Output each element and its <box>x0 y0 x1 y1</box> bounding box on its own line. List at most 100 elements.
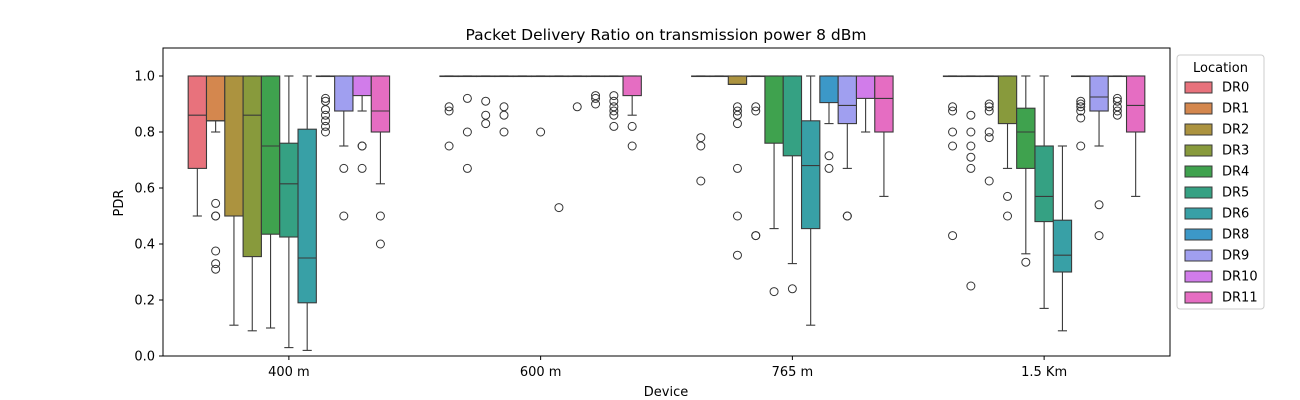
outlier-point <box>696 141 706 151</box>
outlier-point <box>320 96 330 106</box>
box-DR2-2 <box>727 75 748 260</box>
y-tick-label: 1.0 <box>134 70 155 85</box>
legend-swatch-DR4 <box>1184 165 1213 178</box>
outlier-point <box>948 102 958 112</box>
outlier-point <box>984 106 994 116</box>
outlier-point <box>320 121 330 131</box>
outlier-point <box>591 93 601 103</box>
box-body <box>997 75 1018 125</box>
legend-swatch-DR2 <box>1184 123 1213 136</box>
box-body <box>370 75 391 133</box>
box-DR0-3 <box>942 75 963 241</box>
box-DR11-1 <box>622 75 642 151</box>
box-body <box>224 75 244 217</box>
outlier-point <box>966 127 976 137</box>
y-tick-label: 0.6 <box>134 182 155 197</box>
box-body <box>1052 219 1073 273</box>
outlier-point <box>627 121 637 131</box>
outlier-point <box>444 141 454 151</box>
box-DR5-0 <box>279 75 299 349</box>
box-DR8-2 <box>819 75 839 173</box>
outlier-point <box>211 198 221 208</box>
box-DR5-3 <box>1034 75 1054 309</box>
outlier-point <box>1076 113 1086 123</box>
outlier-point <box>984 133 994 143</box>
y-tick-label: 0.8 <box>134 126 155 141</box>
box-body <box>855 75 876 99</box>
y-tick-label: 0.2 <box>134 294 155 309</box>
legend-label-DR10: DR10 <box>1222 270 1258 285</box>
box-DR8-0 <box>315 75 336 137</box>
legend-swatch-DR9 <box>1184 249 1213 262</box>
outlier-point <box>732 250 742 260</box>
box-body <box>819 75 839 104</box>
box-DR10-3 <box>1107 75 1128 120</box>
box-body <box>874 75 894 133</box>
outlier-point <box>320 116 330 126</box>
outlier-point <box>948 106 958 116</box>
outlier-point <box>609 106 619 116</box>
box-body <box>297 128 317 304</box>
box-body <box>1089 75 1109 112</box>
box-body <box>727 75 748 85</box>
legend: Location DR0 DR1 DR2 DR3 DR4 DR5 DR6 DR8 DR9 DR10 D… <box>1176 54 1265 310</box>
outlier-point <box>481 96 491 106</box>
outlier-point <box>769 287 779 297</box>
plot-area: 0.0 0.2 0.4 0.6 0.8 1.0 400 m 600 m 765 m 1.5 Km <box>134 70 1146 380</box>
outlier-point <box>462 127 472 137</box>
box-body <box>764 75 784 144</box>
box-body <box>187 75 208 169</box>
outlier-point <box>696 133 706 143</box>
y-tick-label: 0.4 <box>134 238 155 253</box>
legend-label-DR1: DR1 <box>1222 102 1249 117</box>
outlier-point <box>1112 93 1122 103</box>
outlier-point <box>751 106 761 116</box>
box-DR9-1 <box>585 75 606 109</box>
box-DR0-0 <box>187 75 208 217</box>
box-body <box>242 75 262 258</box>
outlier-point <box>320 110 330 120</box>
outlier-point <box>211 264 221 274</box>
outlier-point <box>732 119 742 129</box>
outlier-point <box>751 231 761 241</box>
box-DR4-1 <box>512 75 533 78</box>
x-tick-label: 400 m <box>268 365 310 380</box>
outlier-point <box>948 231 958 241</box>
outlier-point <box>627 141 637 151</box>
outlier-point <box>357 163 367 173</box>
box-body <box>352 75 372 97</box>
box-body <box>1125 75 1146 133</box>
box-DR4-2 <box>764 75 784 297</box>
box-DR6-3 <box>1052 145 1073 332</box>
outlier-point <box>1076 102 1086 112</box>
outlier-point <box>842 211 852 221</box>
box-DR11-2 <box>874 75 894 197</box>
box-DR10-0 <box>352 75 372 173</box>
box-DR3-3 <box>997 75 1018 221</box>
box-DR1-0 <box>205 75 226 274</box>
outlier-point <box>1076 99 1086 109</box>
box-body <box>260 75 281 235</box>
outlier-point <box>609 102 619 112</box>
outlier-point <box>1076 141 1086 151</box>
y-tick-label: 0.0 <box>134 350 155 365</box>
plot-frame <box>162 47 1171 357</box>
legend-label-DR9: DR9 <box>1222 249 1249 264</box>
outlier-point <box>375 211 385 221</box>
outlier-point <box>462 163 472 173</box>
x-tick-label: 765 m <box>772 365 814 380</box>
outlier-point <box>320 105 330 115</box>
outlier-point <box>444 106 454 116</box>
outlier-point <box>787 284 797 294</box>
box-DR3-0 <box>242 75 262 332</box>
outlier-point <box>966 141 976 151</box>
box-DR6-0 <box>297 75 317 351</box>
outlier-point <box>211 246 221 256</box>
outlier-point <box>966 152 976 162</box>
outlier-point <box>751 102 761 112</box>
box-body <box>334 75 354 112</box>
box-DR1-3 <box>961 75 981 291</box>
box-body <box>800 120 821 230</box>
